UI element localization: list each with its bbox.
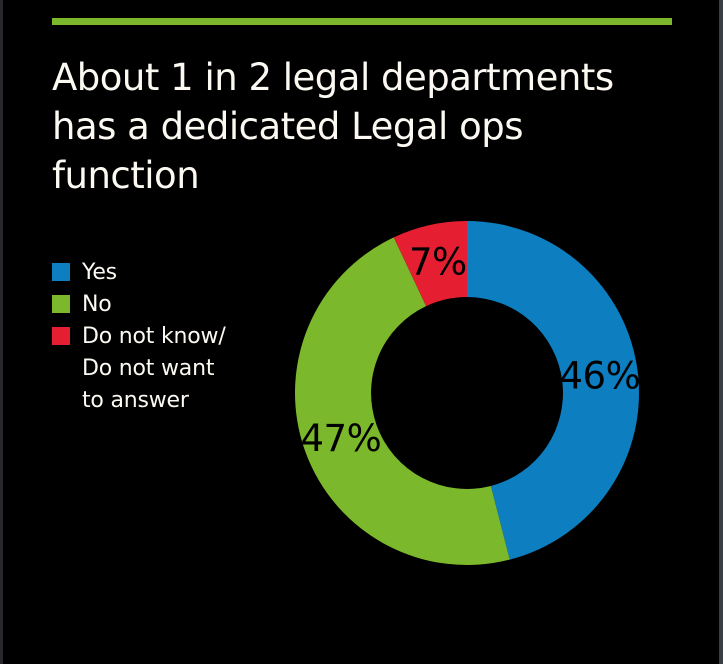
legend-item-no: No bbox=[52, 289, 226, 321]
legend-label-yes: Yes bbox=[82, 260, 117, 285]
left-edge-strip bbox=[0, 0, 3, 664]
donut-slice-no bbox=[294, 237, 510, 566]
legend-label-do-not-know: Do not know/ Do not want to answer bbox=[82, 324, 226, 413]
slice-label-46pct: 46% bbox=[560, 355, 641, 398]
page-title: About 1 in 2 legal departments has a ded… bbox=[52, 53, 614, 200]
page-title-line-2: has a dedicated Legal ops bbox=[52, 105, 523, 148]
slice-label-7pct: 7% bbox=[409, 241, 467, 284]
donut-slice-yes bbox=[467, 221, 640, 560]
legend-swatch-no bbox=[52, 295, 70, 313]
legend-swatch-yes bbox=[52, 263, 70, 281]
slice-label-47pct: 47% bbox=[301, 417, 382, 460]
donut-slice-do-not-know-do-not-want-to-answer bbox=[393, 221, 467, 307]
legend-item-yes: Yes bbox=[52, 257, 226, 289]
legend-swatch-do-not-know bbox=[52, 327, 70, 345]
page-title-line-1: About 1 in 2 legal departments bbox=[52, 56, 614, 99]
page-title-line-3: function bbox=[52, 154, 200, 197]
legend-label-no: No bbox=[82, 292, 112, 317]
right-edge-strip bbox=[719, 0, 723, 664]
legend-item-do-not-know: Do not know/ Do not want to answer bbox=[52, 321, 226, 417]
top-accent-bar bbox=[52, 18, 672, 25]
legend: Yes No Do not know/ Do not want to answe… bbox=[52, 257, 226, 417]
